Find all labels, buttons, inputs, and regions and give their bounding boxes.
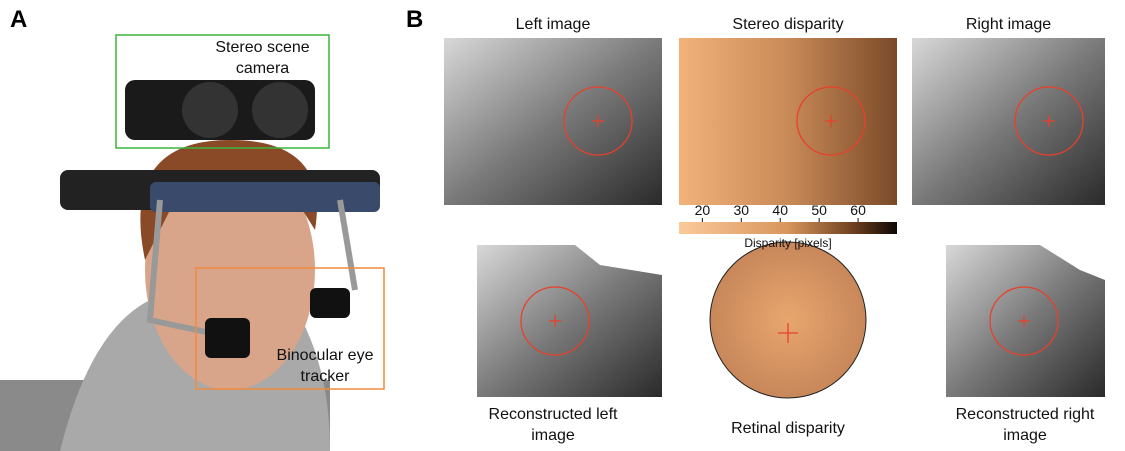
colorbar-tick-label: 30 (733, 202, 749, 218)
retinal-disparity-image (709, 241, 867, 399)
panel-label: B (406, 6, 424, 33)
colorbar-tick-label: 20 (695, 202, 711, 218)
caption: Reconstructed right image (955, 406, 1095, 444)
colorbar (679, 222, 897, 234)
image-title: Left image (515, 16, 591, 33)
image-title: Right image (965, 16, 1052, 33)
caption: Retinal disparity (731, 420, 845, 437)
colorbar-tick-label: 50 (811, 202, 827, 218)
annotation: Stereo scene camera (215, 39, 310, 77)
fixation-markers (520, 86, 1084, 356)
right-image (912, 38, 1105, 205)
caption: Reconstructed left image (488, 406, 618, 444)
image-title: Stereo disparity (732, 16, 844, 33)
colorbar-tick-label: 40 (772, 202, 788, 218)
reconstructed-left (477, 245, 662, 397)
tracker-box (195, 267, 385, 390)
left-image (444, 38, 662, 205)
annotation: Binocular eye tracker (276, 347, 374, 385)
colorbar-label: Disparity [pixels] (744, 236, 832, 250)
camera-box (115, 34, 330, 149)
disparity-image (679, 38, 897, 205)
colorbar-tick-label: 60 (850, 202, 866, 218)
photo-headset (0, 80, 380, 451)
panel-label: A (10, 6, 28, 33)
